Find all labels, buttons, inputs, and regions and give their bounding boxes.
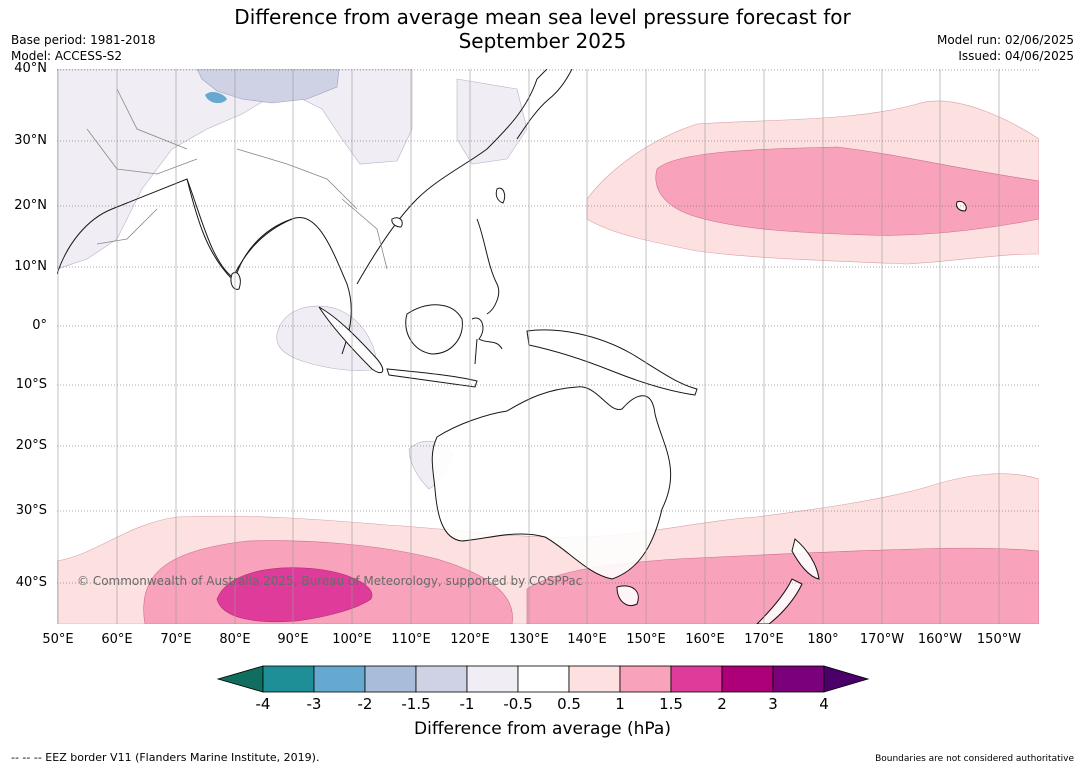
colorbar-segment <box>772 665 825 693</box>
colorbar-segment <box>364 665 417 693</box>
title-line-2: September 2025 <box>458 29 627 53</box>
colorbar-label: Difference from average (hPa) <box>414 719 671 739</box>
coast-sulawesi <box>471 317 503 365</box>
lon-label: 70°E <box>160 632 192 647</box>
colorbar-segment <box>313 665 366 693</box>
colorbar-extend-low <box>216 665 264 693</box>
coast-hawaii <box>956 200 967 212</box>
colorbar-tick: -0.5 <box>503 695 533 713</box>
lon-label: 170°W <box>859 632 905 647</box>
lon-label: 160°E <box>685 632 725 647</box>
lat-label: 10°S <box>15 377 47 392</box>
coast-japan <box>516 69 573 140</box>
lon-label: 170°E <box>744 632 784 647</box>
coast-philippines <box>476 218 500 315</box>
lat-label: 30°S <box>15 503 47 518</box>
anomaly-negative-china <box>456 78 528 165</box>
colorbar-segment <box>619 665 672 693</box>
anomaly-negative-small-blue <box>205 92 227 104</box>
colorbar-tick: -4 <box>255 695 271 713</box>
colorbar-tick: -3 <box>306 695 322 713</box>
lat-label: 0° <box>32 318 47 333</box>
colorbar-tick: -2 <box>357 695 373 713</box>
coast-new-zealand-south <box>756 578 803 624</box>
lat-label: 40°S <box>15 575 47 590</box>
colorbar-segment <box>568 665 621 693</box>
colorbar-tick: -1 <box>459 695 475 713</box>
coast-australia <box>431 386 672 580</box>
lon-label: 180° <box>807 632 839 647</box>
lon-label: 160°W <box>917 632 963 647</box>
border-lines <box>86 88 388 270</box>
coast-new-zealand-north <box>791 538 820 580</box>
issued-date: Issued: 04/06/2025 <box>958 49 1074 63</box>
copyright-notice: © Commonwealth of Australia 2025, Bureau… <box>77 574 583 588</box>
colorbar-tick: 1 <box>615 695 625 713</box>
map-canvas <box>57 69 1039 624</box>
country-borders <box>86 88 388 270</box>
base-period: Base period: 1981-2018 <box>11 33 156 47</box>
lon-label: 150°W <box>976 632 1022 647</box>
colorbar-segment <box>721 665 774 693</box>
colorbar-segments <box>216 665 870 693</box>
meta-left: Base period: 1981-2018 Model: ACCESS-S2 <box>11 32 156 64</box>
lon-label: 140°E <box>567 632 607 647</box>
anomaly-positive-south-1.5 <box>216 567 373 623</box>
lon-label: 60°E <box>101 632 133 647</box>
lon-label: 50°E <box>42 632 74 647</box>
coast-tasmania <box>616 585 639 606</box>
chart-title: Difference from average mean sea level p… <box>0 5 1085 53</box>
lon-label: 90°E <box>277 632 309 647</box>
footer-eez-note: -- -- -- EEZ border V11 (Flanders Marine… <box>11 751 320 764</box>
lon-label: 120°E <box>450 632 490 647</box>
anomaly-negative-tibet <box>196 69 340 104</box>
lat-label: 20°S <box>15 438 47 453</box>
pressure-anomaly-map <box>57 69 1039 624</box>
coast-new-guinea <box>526 329 698 396</box>
coast-hainan <box>391 217 403 228</box>
model-name: Model: ACCESS-S2 <box>11 49 123 63</box>
colorbar-extend-high <box>823 665 870 693</box>
colorbar-tick: 1.5 <box>659 695 683 713</box>
lat-label: 40°N <box>14 61 47 76</box>
footer-disclaimer: Boundaries are not considered authoritat… <box>875 754 1074 764</box>
coast-sumatra <box>318 306 384 374</box>
lon-label: 80°E <box>219 632 251 647</box>
colorbar-segment <box>517 665 570 693</box>
coastlines <box>57 69 967 624</box>
lon-label: 110°E <box>391 632 431 647</box>
coast-taiwan <box>495 187 506 204</box>
lat-label: 10°N <box>14 259 47 274</box>
lon-label: 100°E <box>332 632 372 647</box>
colorbar-segment <box>415 665 468 693</box>
coast-java <box>386 368 478 388</box>
lon-label: 150°E <box>626 632 666 647</box>
title-line-1: Difference from average mean sea level p… <box>234 5 851 29</box>
colorbar-tick: 2 <box>717 695 727 713</box>
colorbar <box>216 665 870 693</box>
colorbar-tick: 3 <box>768 695 778 713</box>
colorbar-tick: 0.5 <box>557 695 581 713</box>
anomaly-positive-npac-1 <box>655 146 1039 236</box>
coast-sri-lanka <box>230 272 241 290</box>
meta-right: Model run: 02/06/2025 Issued: 04/06/2025 <box>937 32 1074 64</box>
colorbar-tick: 4 <box>819 695 829 713</box>
lat-label: 30°N <box>14 133 47 148</box>
lat-label: 20°N <box>14 198 47 213</box>
graticule-meridians <box>57 69 1000 624</box>
model-run: Model run: 02/06/2025 <box>936 33 1074 47</box>
colorbar-segment <box>466 665 519 693</box>
colorbar-tick: -1.5 <box>401 695 431 713</box>
colorbar-segment <box>262 665 315 693</box>
lon-label: 130°E <box>509 632 549 647</box>
colorbar-segment <box>670 665 723 693</box>
